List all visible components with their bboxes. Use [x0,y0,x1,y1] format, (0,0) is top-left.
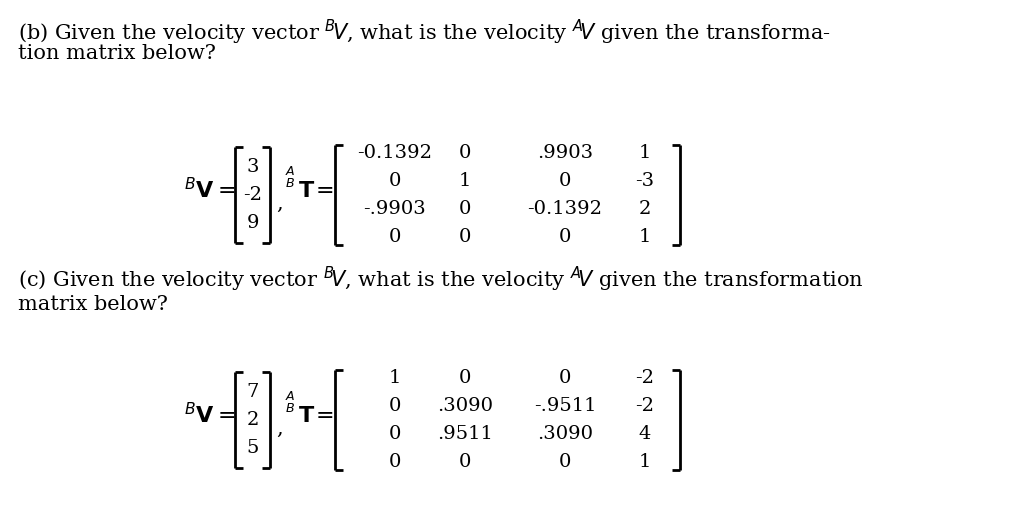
Text: =: = [316,405,334,427]
Text: 0: 0 [459,144,471,162]
Text: 9: 9 [246,214,259,232]
Text: -.9903: -.9903 [363,200,426,218]
Text: .9511: .9511 [437,425,493,443]
Text: tion matrix below?: tion matrix below? [18,44,216,63]
Text: 0: 0 [459,369,471,387]
Text: $\mathbf{T}$: $\mathbf{T}$ [298,180,315,202]
Text: $^{A}_{B}$: $^{A}_{B}$ [286,389,296,415]
Text: matrix below?: matrix below? [18,295,168,314]
Text: 1: 1 [639,144,651,162]
Text: 0: 0 [389,228,402,246]
Text: 2: 2 [246,411,259,429]
Text: $^{A}_{B}$: $^{A}_{B}$ [286,164,296,190]
Text: $^{B}\mathbf{V}$: $^{B}\mathbf{V}$ [184,178,215,203]
Text: 0: 0 [459,200,471,218]
Text: -3: -3 [635,172,654,190]
Text: =: = [218,180,237,202]
Text: 7: 7 [246,383,259,401]
Text: 0: 0 [559,172,571,190]
Text: 0: 0 [389,172,402,190]
Text: -0.1392: -0.1392 [528,200,602,218]
Text: 0: 0 [389,453,402,471]
Text: 0: 0 [559,369,571,387]
Text: 1: 1 [459,172,471,190]
Text: (b) Given the velocity vector $^{B}\!V$, what is the velocity $^{A}\!V$ given th: (b) Given the velocity vector $^{B}\!V$,… [18,18,831,47]
Text: ,: , [276,194,283,213]
Text: 1: 1 [639,453,651,471]
Text: 4: 4 [639,425,651,443]
Text: =: = [218,405,237,427]
Text: -2: -2 [243,186,262,204]
Text: 0: 0 [459,453,471,471]
Text: -2: -2 [635,397,654,415]
Text: 5: 5 [246,439,259,457]
Text: 0: 0 [459,228,471,246]
Text: 0: 0 [559,228,571,246]
Text: 3: 3 [246,158,259,176]
Text: .9903: .9903 [537,144,593,162]
Text: 0: 0 [389,425,402,443]
Text: 2: 2 [639,200,651,218]
Text: 1: 1 [639,228,651,246]
Text: .3090: .3090 [437,397,493,415]
Text: 0: 0 [559,453,571,471]
Text: 0: 0 [389,397,402,415]
Text: -2: -2 [635,369,654,387]
Text: $^{B}\mathbf{V}$: $^{B}\mathbf{V}$ [184,403,215,428]
Text: (c) Given the velocity vector $^{B}\!V$, what is the velocity $^{A}\!V$ given th: (c) Given the velocity vector $^{B}\!V$,… [18,265,863,294]
Text: -0.1392: -0.1392 [357,144,433,162]
Text: -.9511: -.9511 [534,397,596,415]
Text: $\mathbf{T}$: $\mathbf{T}$ [298,405,315,427]
Text: .3090: .3090 [537,425,593,443]
Text: 1: 1 [389,369,402,387]
Text: =: = [316,180,334,202]
Text: ,: , [276,419,283,438]
